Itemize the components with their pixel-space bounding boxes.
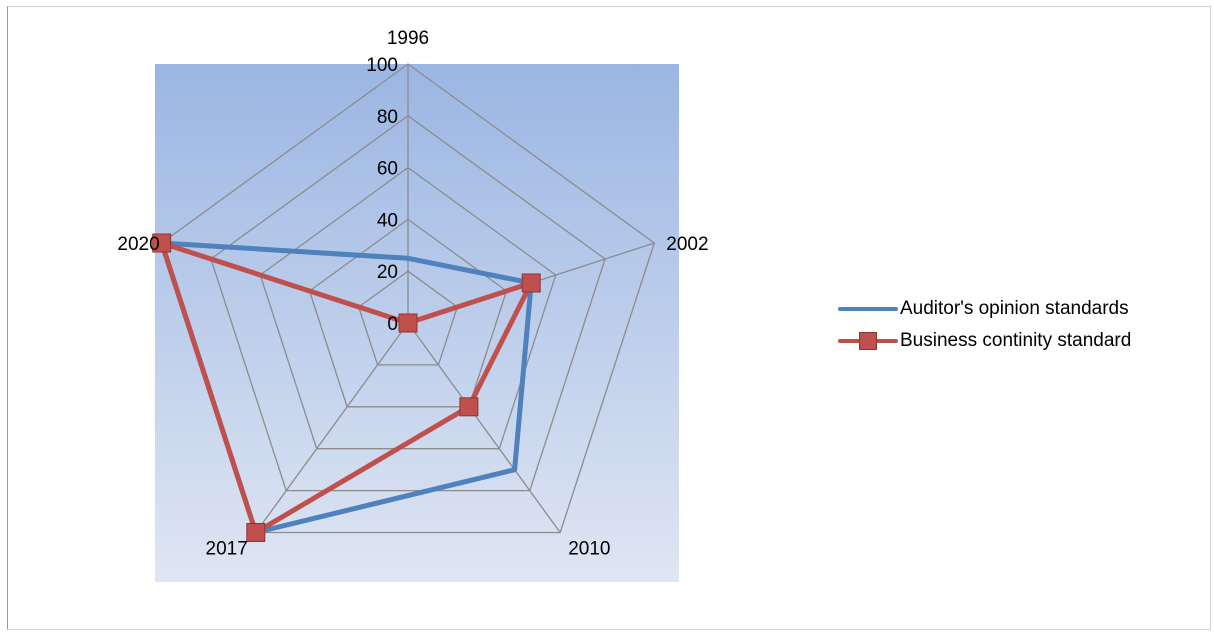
spoke-2010 [407,322,561,533]
radial-tick-label: 60 [377,159,398,180]
chart-frame: 0 20 40 60 80 100 1996 2002 2010 2017 2020 Auditor… [7,6,1211,630]
legend: Auditor's opinion standards Business con… [838,293,1131,357]
category-label-2017: 2017 [206,539,248,560]
legend-key-business [838,331,898,351]
category-label-1996: 1996 [387,28,429,49]
series-1-point-2002 [521,273,541,293]
category-label-2010: 2010 [568,539,610,560]
radar-series [152,233,541,542]
radial-tick-label: 80 [377,107,398,128]
spoke-2017 [255,322,409,533]
grid-ring-40 [308,218,508,408]
radial-tick-label: 40 [377,210,398,231]
grid-ring-60 [259,166,557,450]
legend-label-business: Business continity standard [900,330,1132,351]
legend-marker-business [859,332,877,350]
radial-tick-label: 100 [366,55,398,76]
series-1-point-2017 [246,523,266,542]
grid-ring-20 [357,270,459,366]
series-line-1 [159,240,534,535]
series-line-0 [159,240,534,535]
radar-labels: 0 20 40 60 80 100 1996 2002 2010 2017 2020 [117,28,708,560]
legend-key-auditor [838,299,898,319]
series-1-point-2010 [459,397,479,417]
radial-tick-label: 20 [377,262,398,283]
series-1-point-1996 [398,313,418,333]
grid-ring-100 [160,63,656,534]
radar-chart: 0 20 40 60 80 100 1996 2002 2010 2017 2020 [117,28,709,582]
legend-item-auditor: Auditor's opinion standards [838,293,1131,325]
legend-line-auditor [838,307,898,311]
grid-ring-80 [210,114,606,492]
category-label-2002: 2002 [666,234,708,255]
category-label-2020: 2020 [117,234,159,255]
radial-tick-label: 0 [387,314,398,335]
legend-label-auditor: Auditor's opinion standards [900,298,1129,319]
legend-item-business: Business continity standard [838,325,1131,357]
series-1-point-2020 [152,233,172,253]
